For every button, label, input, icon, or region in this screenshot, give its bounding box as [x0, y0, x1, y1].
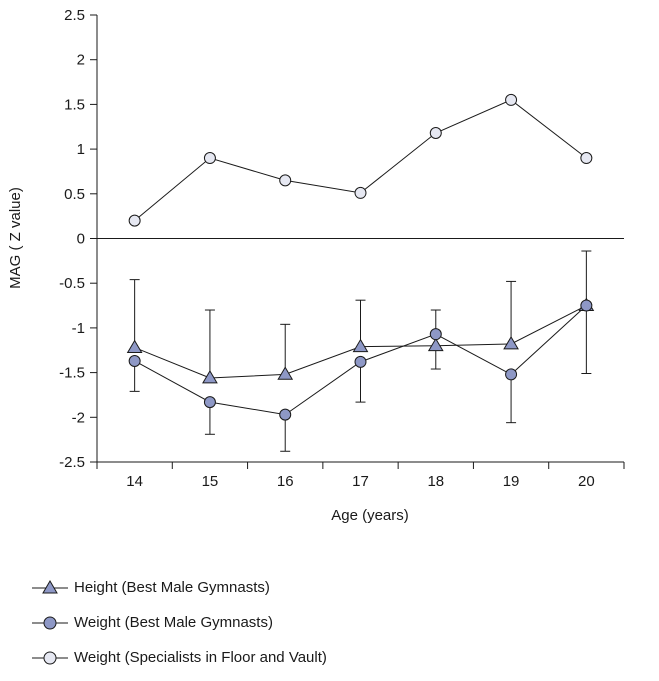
x-tick-label: 20	[578, 473, 595, 490]
x-axis-title: Age (years)	[331, 507, 409, 524]
data-point-circle	[203, 396, 216, 409]
y-tick-label: 2.5	[64, 7, 85, 24]
y-tick-label: 0.5	[64, 186, 85, 203]
data-point-circle	[505, 368, 518, 381]
data-point-triangle	[202, 369, 218, 384]
legend-item-weight-best: Weight (Best Male Gymnasts)	[30, 605, 327, 640]
data-point-circle	[128, 214, 141, 227]
y-tick-label: -2.5	[59, 454, 85, 471]
x-tick-label: 16	[277, 473, 294, 490]
triangle-marker-icon	[32, 579, 68, 593]
x-tick-label: 14	[126, 473, 143, 490]
data-point-circle	[354, 355, 367, 368]
data-point-triangle	[503, 336, 519, 350]
data-point-triangle	[126, 339, 143, 353]
series-line-3	[134, 99, 587, 222]
data-point-circle	[279, 174, 292, 187]
y-tick-label: -1	[72, 320, 85, 337]
data-point-circle	[354, 186, 367, 199]
y-tick-label: -1.5	[59, 365, 85, 382]
x-tick-label: 15	[202, 473, 219, 490]
data-point-circle	[429, 328, 442, 341]
y-tick-label: 0	[77, 231, 85, 248]
data-point-triangle	[352, 338, 369, 353]
data-point-circle	[279, 408, 292, 421]
data-point-circle	[505, 93, 518, 106]
chart-marks	[126, 93, 595, 452]
x-tick-label: 18	[427, 473, 444, 490]
y-tick-label: -0.5	[59, 275, 85, 292]
y-tick-label: -2	[72, 409, 85, 426]
data-point-circle	[580, 299, 593, 312]
legend-item-weight-specialists: Weight (Specialists in Floor and Vault)	[30, 640, 327, 675]
data-point-circle	[580, 152, 593, 165]
y-axis-title: MAG ( Z value)	[7, 187, 24, 289]
chart-plot: 2.5 2 1.5 1 0.5 0 -0.5 -1 -1.5 -2 -2.5 14 15 16 17 18 19…	[7, 7, 625, 524]
legend-item-height: Height (Best Male Gymnasts)	[30, 570, 327, 605]
legend: Height (Best Male Gymnasts) Weight (Best…	[30, 570, 327, 675]
data-point-triangle	[277, 366, 294, 380]
open-circle-marker-icon	[32, 651, 68, 664]
y-tick-label: 1.5	[64, 96, 85, 113]
x-tick-label: 17	[352, 473, 369, 490]
y-tick-label: 2	[77, 52, 85, 69]
legend-label: Height (Best Male Gymnasts)	[74, 579, 270, 596]
filled-circle-marker-icon	[32, 616, 68, 629]
axes: 2.5 2 1.5 1 0.5 0 -0.5 -1 -1.5 -2 -2.5 14 15 16 17 18 19…	[59, 7, 625, 490]
data-point-circle	[128, 354, 141, 367]
legend-label: Weight (Specialists in Floor and Vault)	[74, 649, 327, 666]
data-point-circle	[429, 127, 442, 140]
data-point-circle	[203, 152, 216, 165]
legend-label: Weight (Best Male Gymnasts)	[74, 614, 273, 631]
data-point-triangle	[427, 337, 444, 352]
x-tick-label: 19	[503, 473, 520, 490]
y-tick-label: 1	[77, 141, 85, 158]
